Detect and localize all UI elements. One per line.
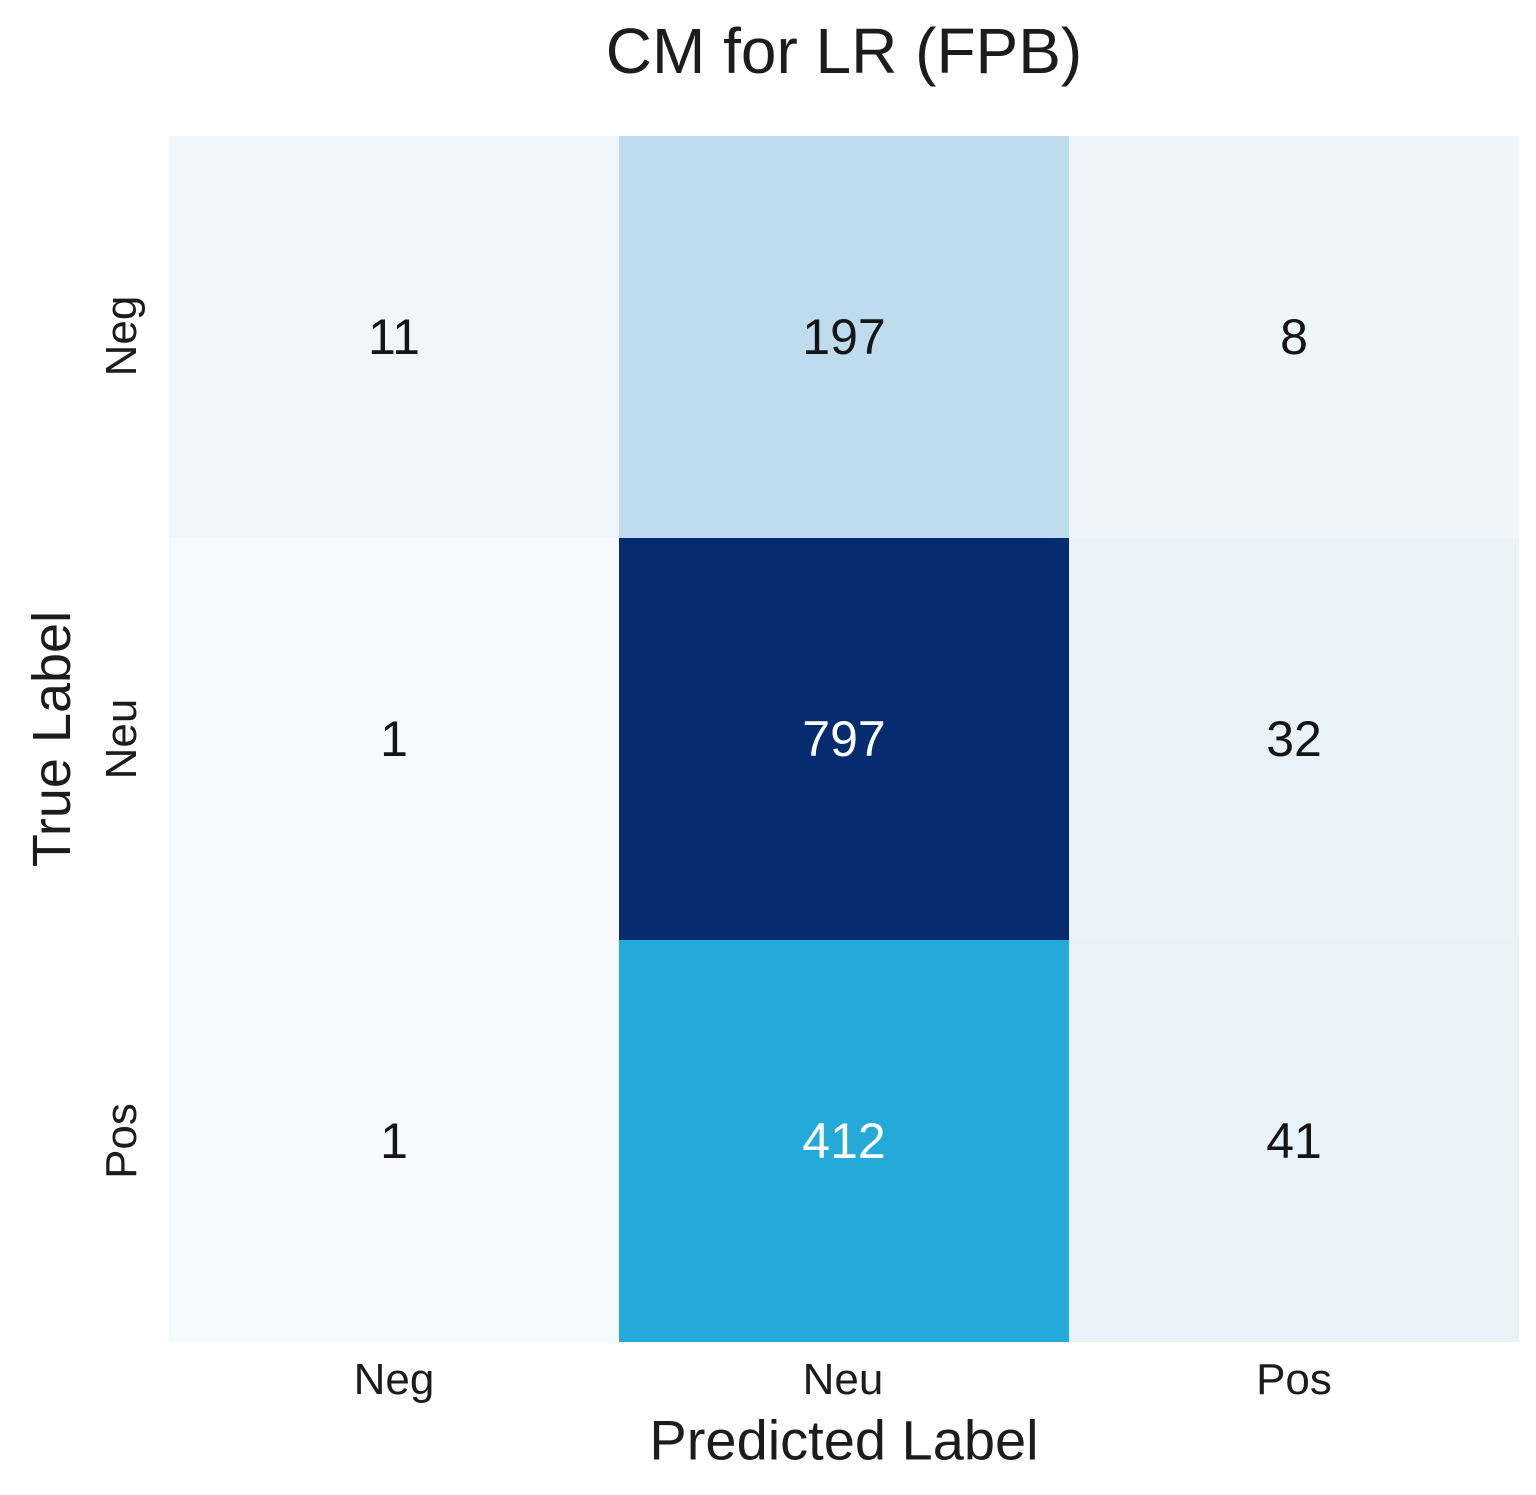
y-axis-label: True Label xyxy=(22,610,82,868)
x-tick-neu: Neu xyxy=(802,1355,884,1404)
x-tick-neg: Neg xyxy=(353,1355,435,1404)
y-tick-neu: Neu xyxy=(97,698,146,780)
matrix-cell: 32 xyxy=(1069,538,1519,940)
x-tick-pos: Pos xyxy=(1256,1355,1332,1404)
chart-title: CM for LR (FPB) xyxy=(605,15,1083,87)
matrix-cell: 197 xyxy=(619,136,1069,538)
matrix-cell: 8 xyxy=(1069,136,1519,538)
matrix-cell: 41 xyxy=(1069,940,1519,1342)
matrix-cell: 1 xyxy=(169,538,619,940)
y-tick-pos: Pos xyxy=(97,1103,146,1179)
y-tick-neg: Neg xyxy=(97,295,146,377)
matrix-cell: 1 xyxy=(169,940,619,1342)
x-axis-label: Predicted Label xyxy=(649,1408,1039,1472)
matrix-cell: 797 xyxy=(619,538,1069,940)
matrix-cell: 11 xyxy=(169,136,619,538)
matrix-cell: 412 xyxy=(619,940,1069,1342)
heatmap-grid: 11 197 8 1 797 32 1 412 41 xyxy=(169,136,1519,1342)
